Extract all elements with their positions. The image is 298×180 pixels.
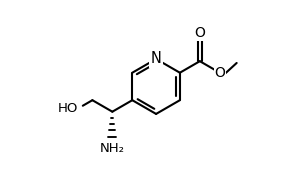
Text: N: N: [151, 51, 162, 66]
Text: O: O: [194, 26, 205, 40]
Text: NH₂: NH₂: [100, 142, 125, 155]
Text: HO: HO: [58, 102, 78, 115]
Text: O: O: [214, 66, 225, 80]
